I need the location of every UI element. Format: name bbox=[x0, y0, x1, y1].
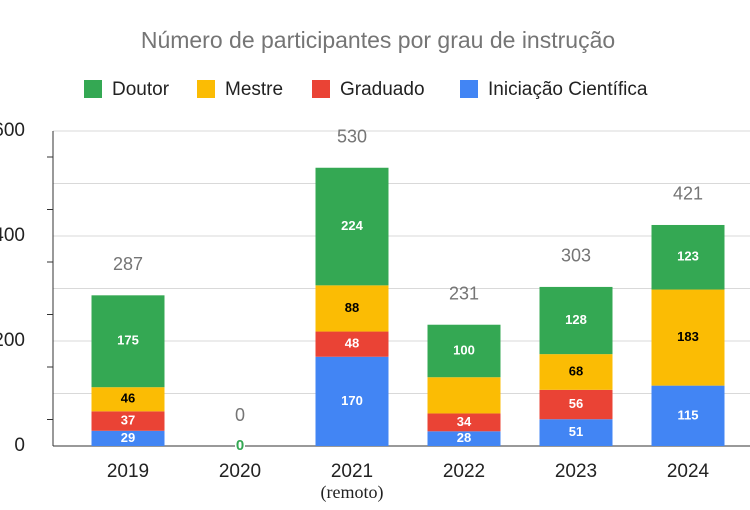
x-tick-label: 2021 bbox=[331, 461, 373, 482]
data-label: 224 bbox=[341, 218, 363, 233]
bar-segment bbox=[91, 387, 165, 412]
bar-segment bbox=[651, 289, 725, 386]
total-label: 287 bbox=[113, 254, 143, 274]
bar-segment bbox=[315, 331, 389, 357]
total-label: 421 bbox=[673, 184, 703, 204]
legend-label: Mestre bbox=[225, 79, 283, 100]
bar-segment bbox=[539, 419, 613, 446]
bar-segment bbox=[427, 431, 501, 446]
x-tick-note: (remoto) bbox=[321, 482, 384, 503]
x-tick-label: 2022 bbox=[443, 461, 485, 482]
bar-segment bbox=[539, 389, 613, 420]
legend-swatch bbox=[312, 80, 330, 98]
data-label: 51 bbox=[569, 424, 583, 439]
data-label: 34 bbox=[457, 414, 472, 429]
bar-segment bbox=[315, 167, 389, 286]
data-label: 115 bbox=[678, 407, 699, 422]
total-label: 303 bbox=[561, 246, 591, 266]
x-tick-label: 2024 bbox=[667, 461, 710, 482]
legend-label: Iniciação Científica bbox=[488, 79, 648, 100]
bar-segment bbox=[427, 413, 501, 432]
bar-segment bbox=[91, 430, 165, 446]
bar-segment bbox=[315, 356, 389, 446]
y-tick-label: 200 bbox=[0, 330, 25, 351]
total-label: 530 bbox=[337, 127, 367, 147]
data-label: 56 bbox=[569, 396, 583, 411]
bar-segment bbox=[539, 354, 613, 390]
bar-segment bbox=[91, 411, 165, 431]
data-label: 123 bbox=[677, 249, 699, 264]
total-label: 231 bbox=[449, 283, 479, 303]
bar-segment bbox=[91, 295, 165, 388]
legend-swatch bbox=[197, 80, 215, 98]
x-tick-label: 2020 bbox=[219, 461, 261, 482]
legend-swatch bbox=[84, 80, 102, 98]
legend-label: Doutor bbox=[112, 79, 170, 100]
legend-label: Graduado bbox=[340, 79, 425, 100]
data-label: 0 bbox=[236, 437, 244, 454]
y-tick-label: 600 bbox=[0, 120, 25, 141]
legend-swatch bbox=[460, 80, 478, 98]
bar-segment bbox=[539, 286, 613, 355]
data-label: 170 bbox=[341, 393, 363, 408]
y-tick-label: 400 bbox=[0, 225, 25, 246]
data-label: 183 bbox=[677, 329, 699, 344]
data-label: 48 bbox=[345, 336, 359, 351]
data-label: 68 bbox=[569, 363, 583, 378]
data-label: 88 bbox=[345, 300, 359, 315]
data-label: 29 bbox=[121, 430, 135, 445]
bar-segment bbox=[651, 224, 725, 290]
data-label: 175 bbox=[117, 333, 139, 348]
data-label: 28 bbox=[457, 430, 471, 445]
chart-title: Número de participantes por grau de inst… bbox=[141, 27, 615, 53]
total-label: 0 bbox=[235, 405, 245, 425]
bar-segment bbox=[427, 377, 501, 414]
bar-segment bbox=[427, 324, 501, 378]
data-label: 46 bbox=[121, 391, 135, 406]
x-tick-label: 2023 bbox=[555, 461, 597, 482]
data-label: 128 bbox=[565, 312, 587, 327]
bar-segment bbox=[315, 285, 389, 332]
bar-segment bbox=[651, 385, 725, 446]
data-label: 37 bbox=[121, 413, 135, 428]
y-tick-label: 0 bbox=[14, 435, 25, 456]
x-tick-label: 2019 bbox=[107, 461, 149, 482]
data-label: 100 bbox=[453, 342, 475, 357]
